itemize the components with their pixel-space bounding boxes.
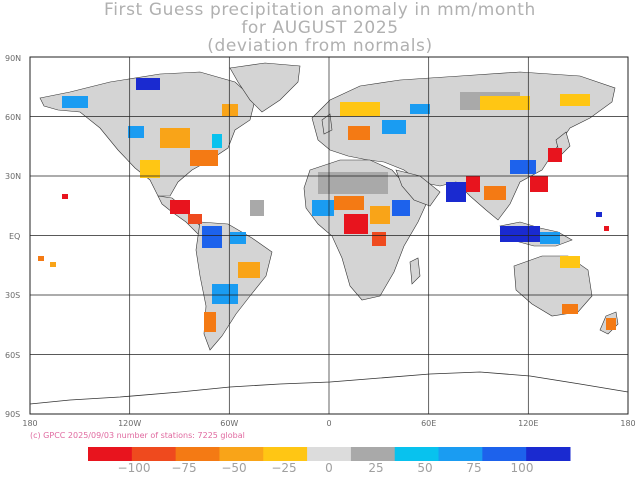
britain-land <box>321 113 333 135</box>
anomaly-patch <box>348 126 370 140</box>
lat-label: 60N <box>5 113 21 122</box>
anomaly-patch <box>212 284 238 304</box>
legend-swatch <box>394 447 440 461</box>
graticule <box>30 57 628 414</box>
anomaly-patch <box>238 262 260 278</box>
anomaly-patch <box>222 104 238 116</box>
anomaly-patch <box>250 200 264 216</box>
legend-label: 100 <box>511 461 534 475</box>
anomaly-patch <box>392 200 410 216</box>
anomaly-patch <box>484 186 506 200</box>
anomaly-patch <box>466 176 480 192</box>
australia-land <box>513 255 593 317</box>
anomaly-patch <box>560 94 590 106</box>
anomaly-patch <box>596 212 602 217</box>
legend-swatch <box>263 447 308 461</box>
anomaly-patch <box>340 102 380 116</box>
anomaly-patch <box>136 78 160 90</box>
lat-label: EQ <box>9 232 20 241</box>
lon-label: 120E <box>518 419 538 428</box>
legend-label: 25 <box>368 461 383 475</box>
lat-label: 90N <box>5 54 21 63</box>
anomaly-patch <box>382 120 406 134</box>
legend-swatch <box>350 447 396 461</box>
anomaly-patch <box>370 206 390 224</box>
anomaly-patch <box>230 232 246 244</box>
anomaly-patch <box>160 128 190 148</box>
anomaly-patch <box>212 134 222 148</box>
antarctica-coastline <box>29 371 629 405</box>
lon-label: 120W <box>118 419 141 428</box>
anomaly-patch <box>204 312 216 332</box>
legend-swatch <box>526 447 571 461</box>
anomaly-patch <box>140 160 160 178</box>
legend-label: −75 <box>171 461 196 475</box>
legend-swatch <box>307 447 352 461</box>
madagascar-land <box>409 257 421 285</box>
legend-label: 75 <box>466 461 481 475</box>
anomaly-patch <box>188 214 202 224</box>
lon-label: 60W <box>220 419 238 428</box>
lon-label: 0 <box>326 419 331 428</box>
lon-label: 180 <box>620 419 635 428</box>
anomaly-patch <box>480 96 530 110</box>
legend-swatch <box>175 447 220 461</box>
legend-swatch <box>482 447 527 461</box>
longitude-labels: 180 120W 60W 0 60E 120E 180 <box>22 419 635 428</box>
lat-label: 90S <box>5 410 20 419</box>
data-credit: (c) GPCC 2025/09/03 number of stations: … <box>30 431 245 440</box>
legend-label: 50 <box>417 461 432 475</box>
anomaly-patch <box>540 232 560 244</box>
anomaly-patch <box>548 148 562 162</box>
anomaly-patch <box>372 232 386 246</box>
anomaly-patch <box>334 196 364 210</box>
legend-label: −25 <box>271 461 296 475</box>
anomaly-patch <box>530 176 548 192</box>
legend-label: −100 <box>118 461 151 475</box>
anomaly-patch <box>344 214 368 234</box>
north-america-land <box>39 71 256 197</box>
anomaly-patch <box>62 194 68 199</box>
anomaly-patch <box>312 200 334 216</box>
map-title-line-2: for AUGUST 2025 <box>241 18 399 38</box>
legend-swatch <box>438 447 483 461</box>
legend-label: 0 <box>325 461 333 475</box>
anomaly-patch <box>606 318 616 330</box>
lon-label: 60E <box>421 419 436 428</box>
lon-label: 180 <box>22 419 37 428</box>
eurasia-land <box>311 71 616 221</box>
anomaly-patch <box>562 304 578 314</box>
anomaly-patch <box>410 104 430 114</box>
greenland-land <box>229 62 301 113</box>
map-title-line-1: First Guess precipitation anomaly in mm/… <box>104 0 536 20</box>
legend-labels: −100 −75 −50 −25 0 25 50 75 100 <box>118 461 534 475</box>
anomaly-patch <box>446 182 466 202</box>
anomaly-patch <box>170 200 190 214</box>
anomaly-patch <box>560 256 580 268</box>
legend-label: −50 <box>221 461 246 475</box>
legend-swatch <box>219 447 264 461</box>
legend-swatch <box>131 447 177 461</box>
map-title-line-3: (deviation from normals) <box>207 36 433 56</box>
anomaly-patch <box>62 96 88 108</box>
anomaly-patch <box>604 226 609 231</box>
latitude-labels: 90N 60N 30N EQ 30S 60S 90S <box>5 54 21 419</box>
anomaly-patch <box>500 226 540 242</box>
anomaly-patch <box>318 172 388 194</box>
lat-label: 30S <box>5 291 20 300</box>
anomaly-patch <box>202 226 222 248</box>
lat-label: 60S <box>5 351 20 360</box>
lat-label: 30N <box>5 172 21 181</box>
anomaly-patch <box>38 256 44 261</box>
anomaly-patch <box>190 150 218 166</box>
anomaly-patch <box>510 160 536 174</box>
anomaly-patch <box>50 262 56 267</box>
anomaly-patch <box>128 126 144 138</box>
legend-swatch <box>88 447 133 461</box>
legend-colorbar <box>88 447 571 461</box>
